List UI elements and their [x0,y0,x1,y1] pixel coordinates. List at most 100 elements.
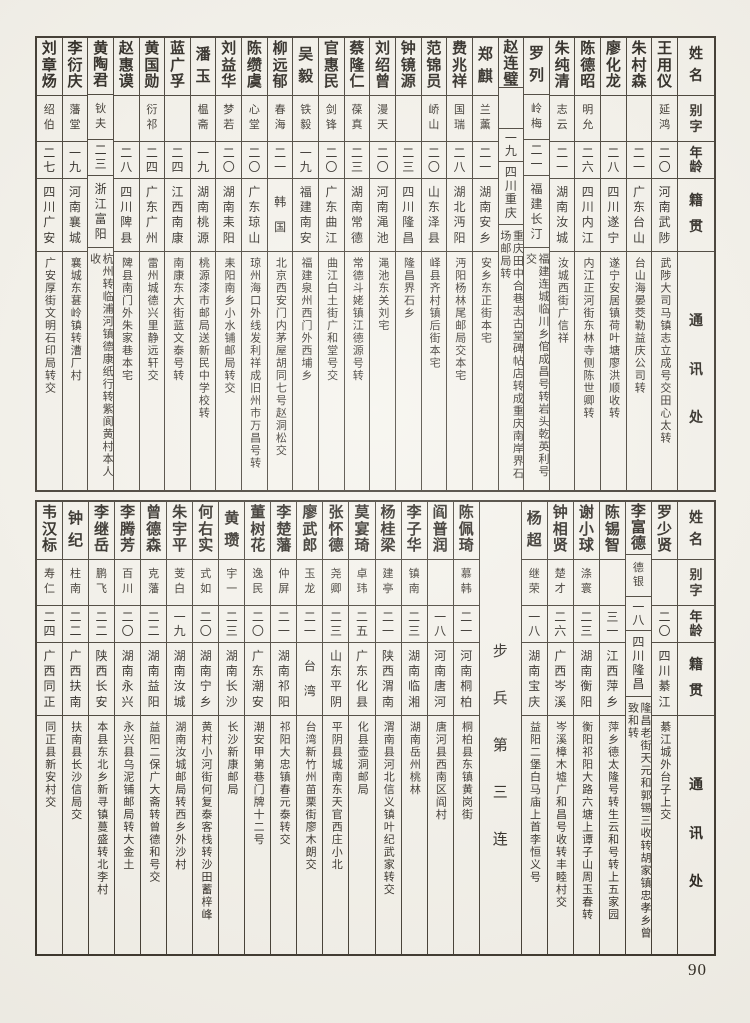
name-cell: 朱纯清 [549,38,575,96]
entry-column: 朱宇平芰白一九湖南汝城湖南汝城邮局转西乡外沙村 [166,502,193,954]
entry-column: 赵连璧一九四川重庆重庆田中合巷志古堂碑帖店转成重庆南岸界石场邮局转 [497,38,524,490]
name-cell: 李楚藩 [271,502,297,560]
address-text: 襄城东葚岭镇转漕厂村 [69,257,82,382]
header-name-label: 姓名 [678,502,714,560]
zi-cell: 春海 [267,96,293,142]
address-cell: 平阴县城南东天官西庄小北 [323,716,348,954]
header-column: 姓名别字年龄籍贯通讯处 [677,38,714,490]
address-cell: 萍乡德太隆号转生云和号转上五家园 [600,716,625,954]
native-cell: 浙江富阳 [88,176,113,248]
address-cell: 陴县南门外朱家巷本宅 [114,252,139,490]
entry-column: 杨桂梁建亭二一陕西渭南渭南县河北信义镇叶纪武家转交 [374,502,401,954]
zi-cell: 志云 [549,96,575,142]
native-cell: 河南桐柏 [453,643,479,716]
age-cell: 二三 [401,606,427,643]
address-cell: 耒阳南乡小水铺邮局转交 [216,252,241,490]
name-cell: 李继岳 [89,502,115,560]
address-cell: 曲江白土街广和堂号交 [319,252,344,490]
entry-column: 郑麒兰薰二一湖南安乡安乡东正街本宅 [471,38,498,490]
age-cell: 二七 [36,142,62,179]
address-text: 同正县新安村交 [43,721,56,809]
age-cell: 二三 [219,606,245,643]
zi-cell: 式如 [193,560,219,606]
age-cell: 二八 [447,142,472,179]
header-column: 姓名别字年龄籍贯通讯处 [677,502,714,954]
native-cell: 广西岑溪 [547,643,573,716]
address-text: 桃源漆市邮局送新民中学校转 [197,257,210,420]
age-cell: 二一 [626,142,652,179]
native-cell: 湖南安乡 [472,179,498,252]
name-cell: 柳远郁 [267,38,293,96]
zi-cell [599,560,625,606]
header-name-label: 姓名 [678,38,714,96]
roster-table-bottom: 姓名别字年龄籍贯通讯处罗少贤二〇四川綦江綦江城外台子上交李富德德银一八四川隆昌隆… [35,500,716,956]
name-cell: 谢小球 [573,502,599,560]
zi-cell: 百川 [115,560,141,606]
address-text: 安乡东正街本宅 [479,257,492,345]
zi-cell: 明允 [575,96,601,142]
address-text: 汝城西街广信祥 [556,257,569,345]
address-cell: 桐柏县东镇黄岗街 [454,716,479,954]
age-cell: 二一 [549,142,575,179]
address-cell: 遂宁安居镇荷叶塘廖洪顺收转 [601,252,626,490]
header-age-label: 年龄 [678,142,714,179]
age-cell: 二一 [271,606,297,643]
zi-cell: 心堂 [242,96,267,142]
name-cell: 罗列 [524,38,549,95]
age-cell: 二三 [88,140,113,177]
age-cell: 二六 [575,142,601,179]
zi-cell: 剑锋 [319,96,344,142]
zi-cell: 鹏飞 [89,560,115,606]
native-cell: 台湾 [297,643,323,716]
address-text: 桐柏县东镇黄岗街 [460,721,473,821]
name-cell: 罗少贤 [651,502,677,560]
entry-column: 廖化龙二八四川遂宁遂宁安居镇荷叶塘廖洪顺收转 [600,38,626,490]
native-cell: 湖南益阳 [141,643,167,716]
name-cell: 钟相贤 [547,502,573,560]
age-cell: 一八 [625,597,651,632]
entry-column: 韦汉标寿仁二四广西同正同正县新安村交 [36,502,62,954]
name-cell: 董树花 [245,502,271,560]
age-cell: 二二 [141,606,167,643]
age-cell: 二四 [36,606,62,643]
name-cell: 陈佩琦 [453,502,479,560]
address-text: 潮安甲第巷门牌十二号 [252,721,265,846]
native-cell: 河南襄城 [62,179,88,252]
address-text: 常德斗姥镇江德源号转 [351,257,364,382]
unit-label: 步兵第三连 [492,644,508,848]
name-cell: 钟纪 [62,502,89,560]
address-text: 广安厚街文明石印局转交 [43,257,56,395]
name-cell: 吴毅 [293,38,319,96]
zi-cell [113,96,139,142]
name-cell: 陈德昭 [575,38,601,96]
entry-column: 杨超继荣一八湖南宝庆益阳二堡白马庙上首李恒义号 [520,502,547,954]
address-text: 武陟大司马镇志立成号交田心太转 [658,257,671,445]
native-cell: 湖南长沙 [219,643,245,716]
zi-cell [651,560,677,606]
address-cell: 綦江城外台子上交 [652,716,677,954]
entry-column: 李楚藩仲屏二一湖南祁阳祁阳大忠镇春元泰转交 [270,502,297,954]
address-cell: 衡阳祁阳大路六塘上谭子山周玉春转 [574,716,599,954]
entry-column: 费兆祥国瑞二八湖北沔阳沔阳杨林尾邮局交本宅 [446,38,472,490]
entry-column: 钟相贤楚才二六广西岑溪岑溪樟木墟广和昌号收转丰睦村交 [546,502,573,954]
native-cell: 湖南临湘 [401,643,427,716]
native-cell: 四川广安 [36,179,62,252]
age-cell: 二一 [375,606,401,643]
age-cell: 一八 [521,606,547,643]
entry-column: 陈缵虞心堂二〇广东琼山琼州海口外线发利祥成旧州市万昌号转 [241,38,267,490]
address-text: 本县东北乡新寻镇蔓盛转北李村 [95,721,108,896]
address-text: 渑池东关刘宅 [376,257,389,332]
name-cell: 陈缵虞 [242,38,267,96]
entry-column: 朱村森二一广东台山台山海晏茭勒益庆公司转 [625,38,652,490]
name-cell: 赵连璧 [498,38,524,89]
entry-column: 李子华镇南二三湖南临湘湖南岳州桃林 [400,502,427,954]
native-cell: 河南唐河 [427,643,453,716]
address-text: 黄村小河街何复泰客栈转沙田蓄梓峰 [199,721,212,921]
age-cell: 二〇 [242,142,267,179]
zi-cell: 仲屏 [271,560,297,606]
address-cell: 福建泉州西门外西埔乡 [293,252,318,490]
address-cell: 同正县新安村交 [37,716,62,954]
entry-column: 曾德森克藩二二湖南益阳益阳二保广大斋转曾德和号交 [140,502,167,954]
age-cell: 二三 [395,142,421,179]
zi-cell: 国瑞 [447,96,472,142]
